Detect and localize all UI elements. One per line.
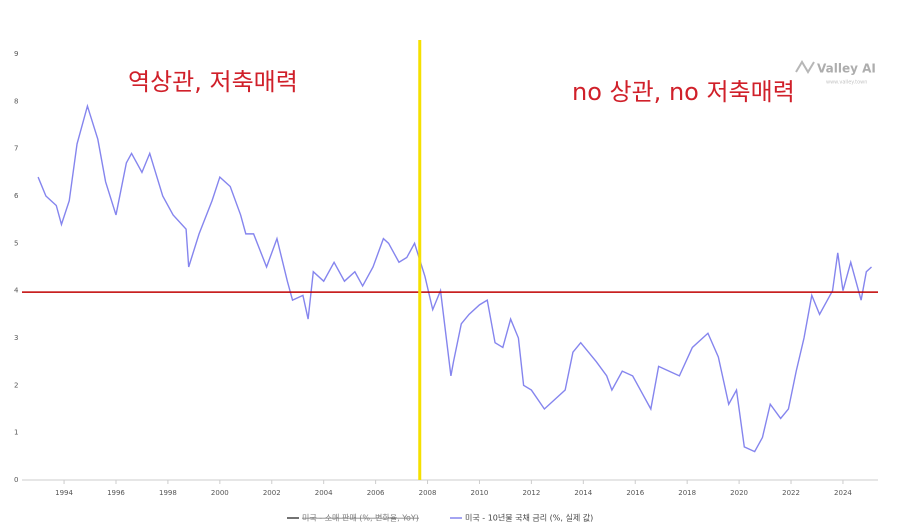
y-tick-label: 5 (14, 239, 18, 247)
x-tick-label: 2012 (522, 489, 540, 497)
x-tick-label: 2000 (211, 489, 229, 497)
y-tick-label: 3 (14, 334, 18, 342)
y-tick-label: 8 (14, 97, 18, 105)
y-tick-label: 4 (14, 287, 19, 295)
x-tick-label: 2008 (419, 489, 437, 497)
x-tick-label: 1996 (107, 489, 125, 497)
y-tick-label: 0 (14, 476, 18, 484)
x-tick-label: 1994 (55, 489, 73, 497)
x-tick-label: 2002 (263, 489, 281, 497)
watermark: Valley AI www.valley.town (795, 60, 876, 86)
x-tick-label: 2022 (782, 489, 800, 497)
x-tick-label: 2004 (315, 489, 333, 497)
x-tick-label: 2018 (678, 489, 696, 497)
x-tick-label: 2016 (626, 489, 644, 497)
x-tick-label: 2006 (367, 489, 385, 497)
x-tick-label: 2014 (574, 489, 592, 497)
x-tick-label: 1998 (159, 489, 177, 497)
y-tick-label: 2 (14, 381, 18, 389)
y-tick-label: 1 (14, 429, 18, 437)
watermark-icon (795, 60, 815, 74)
x-tick-label: 2010 (471, 489, 489, 497)
y-tick-label: 6 (14, 192, 19, 200)
x-tick-label: 2020 (730, 489, 748, 497)
x-tick-label: 2024 (834, 489, 852, 497)
y-tick-label: 9 (14, 50, 18, 58)
watermark-text: Valley AI (817, 62, 876, 76)
y-tick-label: 7 (14, 145, 18, 153)
legend-label[interactable]: 미국 - 소매 판매 (%, 변화율, YoY) (302, 513, 419, 523)
legend-label[interactable]: 미국 - 10년물 국채 금리 (%, 실제 값) (465, 513, 593, 523)
annotation: 역상관, 저축매력 (128, 68, 298, 96)
data-line (37, 103, 872, 453)
annotation: no 상관, no 저축매력 (572, 78, 795, 106)
watermark-url: www.valley.town (826, 80, 867, 86)
